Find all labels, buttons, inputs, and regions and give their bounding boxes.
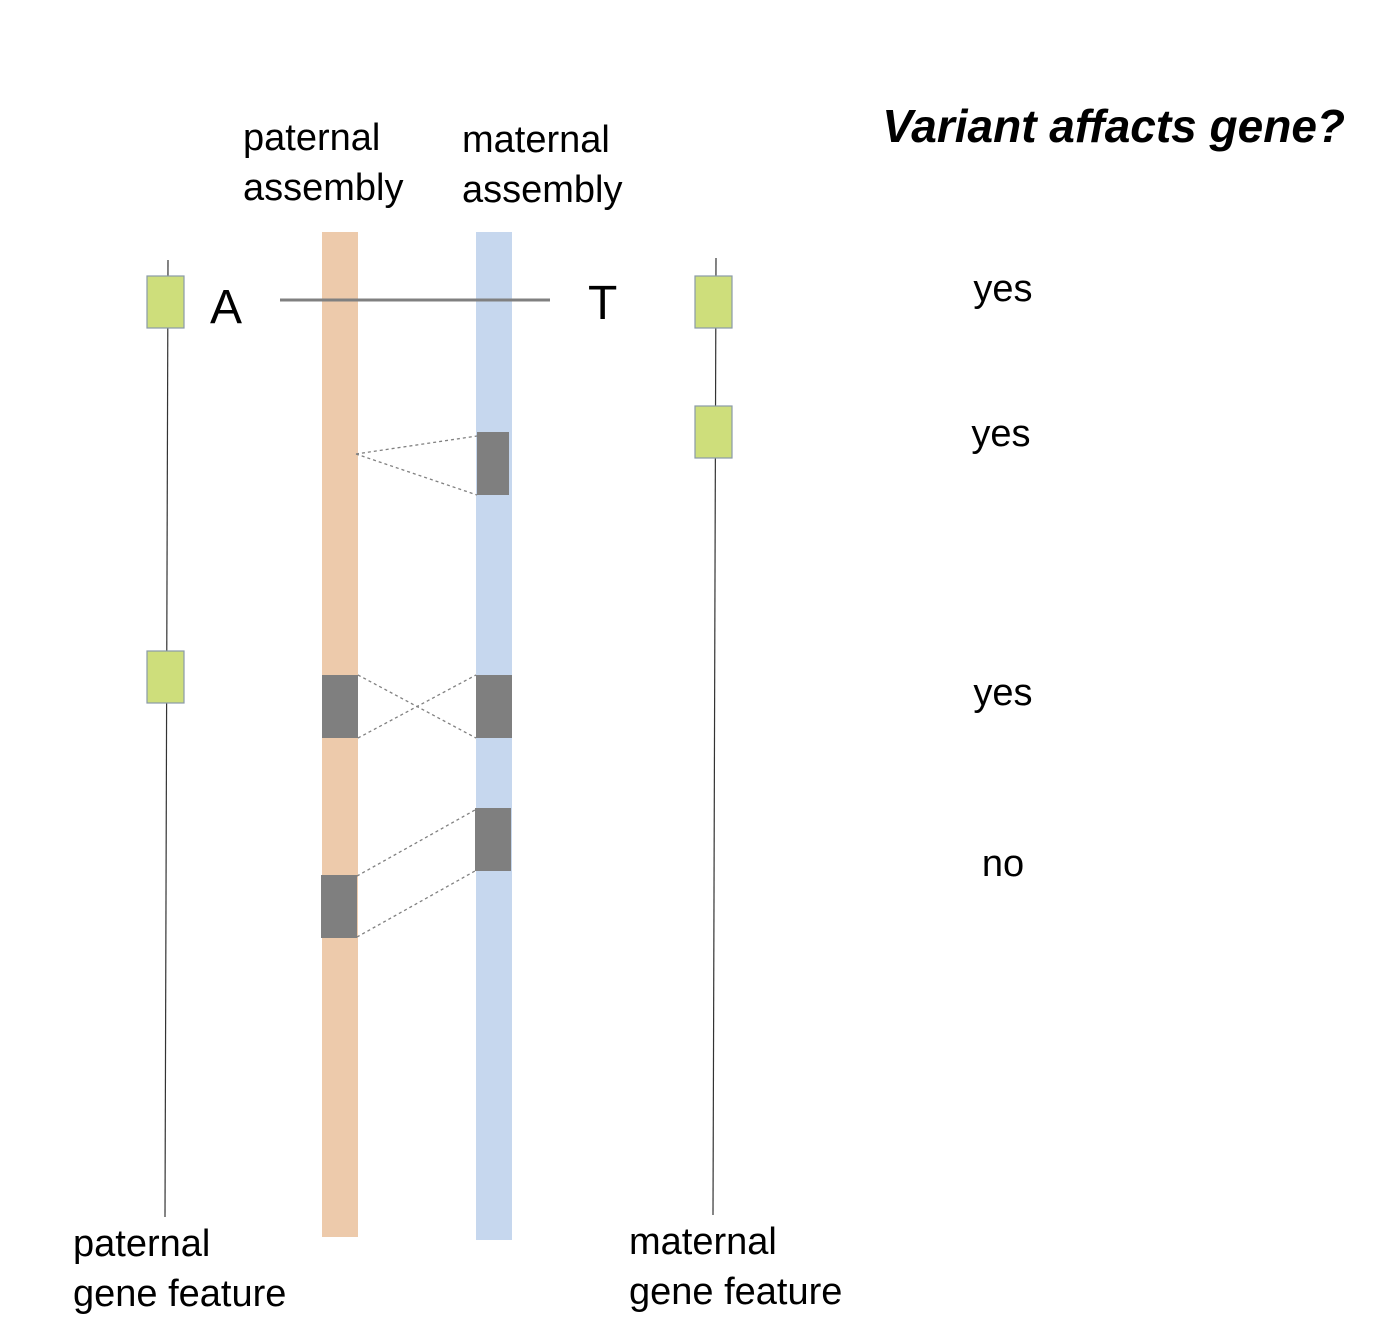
maternal-gene-feature-label-line1: maternal	[629, 1221, 777, 1263]
translocation-connector-bottom	[356, 870, 476, 938]
paternal-translocation-block	[321, 875, 357, 938]
insertion-connector-bottom	[355, 453, 478, 496]
answer-snv: yes	[973, 268, 1032, 310]
inversion-connector-b	[357, 674, 477, 739]
paternal-assembly-label-line2: assembly	[243, 167, 404, 209]
paternal-gene-feature-line	[164, 259, 169, 1218]
diagram-title: Variant affacts gene?	[882, 100, 1345, 152]
answer-inversion: yes	[973, 672, 1032, 714]
insertion-connector-top	[355, 435, 478, 455]
answer-translocation: no	[982, 843, 1024, 885]
maternal-exon-1	[694, 275, 733, 329]
paternal-allele-label: A	[210, 281, 242, 334]
paternal-gene-feature-label-line2: gene feature	[73, 1273, 286, 1315]
maternal-exon-2	[694, 405, 733, 459]
paternal-inversion-block	[322, 675, 358, 738]
maternal-gene-feature-line	[712, 257, 717, 1216]
maternal-translocation-block	[475, 808, 511, 871]
paternal-exon-1	[146, 275, 185, 329]
maternal-gene-feature-label-line2: gene feature	[629, 1271, 842, 1313]
maternal-assembly-label-line2: assembly	[462, 169, 623, 211]
paternal-gene-feature-label-line1: paternal	[73, 1223, 210, 1265]
translocation-connector-top	[356, 809, 476, 877]
maternal-allele-label: T	[588, 277, 617, 330]
maternal-inversion-block	[476, 675, 512, 738]
paternal-exon-2	[146, 650, 185, 704]
paternal-assembly-label-line1: paternal	[243, 117, 380, 159]
maternal-insertion-block	[477, 432, 509, 495]
maternal-assembly-label-line1: maternal	[462, 119, 610, 161]
answer-insertion: yes	[971, 413, 1030, 455]
